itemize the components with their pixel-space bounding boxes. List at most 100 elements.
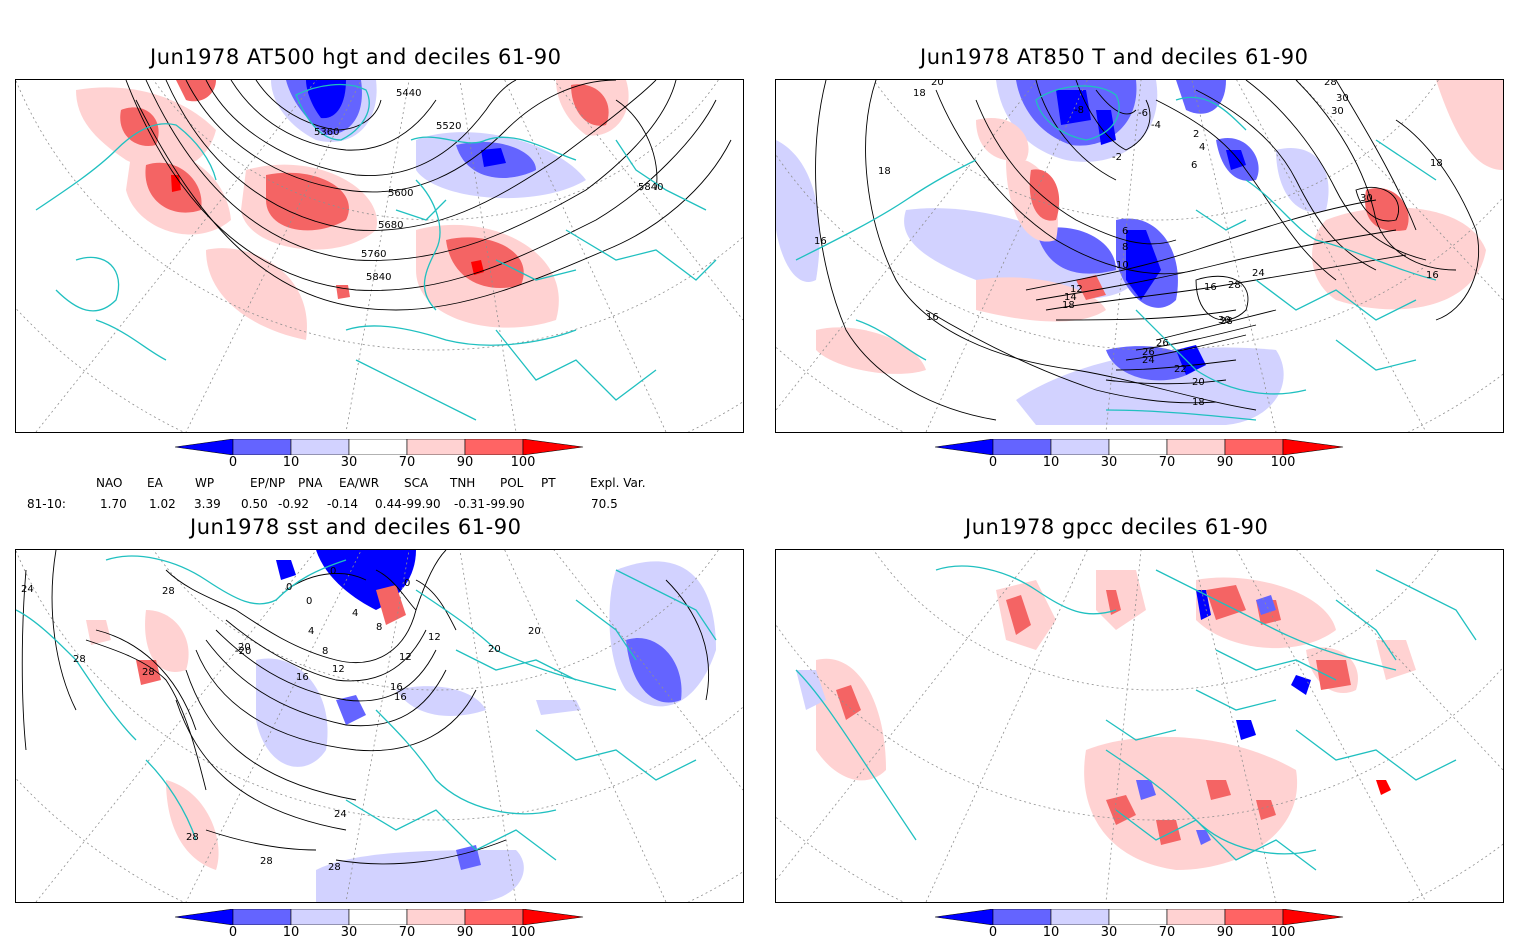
contour-label: 4 [308, 626, 314, 637]
contour-label: 28 [162, 586, 175, 597]
colorbar-tick: 10 [1042, 455, 1060, 470]
contour-label: 20 [1192, 377, 1205, 388]
contour-label: 0 [404, 578, 410, 589]
colorbar-tick: 90 [1216, 455, 1234, 470]
contour-label: 28 [1324, 80, 1337, 88]
contour-label: 24 [1252, 268, 1265, 279]
contour-label: 20 [528, 626, 541, 637]
index-value: 3.39 [194, 497, 221, 511]
contour-label: 18 [878, 166, 891, 177]
contour-label: 5840 [638, 182, 663, 193]
contour-label: 6 [1191, 160, 1197, 171]
colorbar-swatches [175, 909, 584, 925]
colorbar-swatches [175, 439, 584, 455]
colorbar-tick: 100 [510, 925, 536, 940]
index-name: POL [500, 476, 524, 490]
contour-label: 18 [1062, 300, 1075, 311]
contour-label: 4 [1199, 142, 1205, 153]
colorbar-tick: 30 [340, 455, 358, 470]
index-name: PNA [298, 476, 323, 490]
index-value: 70.5 [591, 497, 618, 511]
contour-label: 26 [1156, 338, 1169, 349]
index-value: -99.90 [486, 497, 525, 511]
colorbar-tick: 100 [1270, 925, 1296, 940]
colorbar-tick: 70 [398, 925, 416, 940]
index-name: WP [195, 476, 215, 490]
colorbar-tick: 0 [228, 455, 238, 470]
contour-label: -8 [1074, 105, 1084, 116]
colorbar-swatches [935, 909, 1344, 925]
contour-label: 8 [322, 646, 328, 657]
contour-label: 16 [296, 672, 309, 683]
contour-label: 30 [1360, 193, 1373, 204]
contour-label: 16 [926, 312, 939, 323]
contour-label: -6 [1138, 108, 1148, 119]
contour-label: 30 [1336, 93, 1349, 104]
colorbar-tick: 90 [1216, 925, 1234, 940]
contour-label: 12 [399, 652, 412, 663]
index-value: 1.02 [149, 497, 176, 511]
contour-label: 12 [1070, 284, 1083, 295]
index-value: -99.90 [402, 497, 441, 511]
contour-label: 0 [286, 582, 292, 593]
map-panel-sst: 24 28 28 28 0 0 0 0 4 4 8 8 12 12 16 16 … [15, 549, 744, 903]
contour-label: 0 [306, 596, 312, 607]
index-row-label: 81-10: [27, 497, 66, 511]
contour-label: 5520 [436, 121, 461, 132]
contour-label: 12 [428, 632, 441, 643]
contour-label: 24 [1142, 355, 1155, 366]
index-name: TNH [450, 476, 476, 490]
contour-label: 16 [1426, 270, 1439, 281]
map-panel-at850: 20 18 -8 -6 -4 -2 2 4 6 18 16 16 6 8 10 … [775, 79, 1504, 433]
contour-label: 18 [1430, 158, 1443, 169]
contour-label: -2 [1112, 152, 1122, 163]
contour-label: 20 [931, 80, 944, 88]
contour-label: 5840 [366, 272, 391, 283]
contour-label: 10 [1116, 260, 1129, 271]
index-value: -0.14 [327, 497, 359, 511]
index-name: PT [541, 476, 556, 490]
index-value: -0.31 [454, 497, 486, 511]
contour-label: 5360 [314, 127, 339, 138]
colorbar-tick: 0 [228, 925, 238, 940]
contour-label: 26 [1142, 347, 1155, 358]
contour-label: 28 [328, 862, 341, 873]
contour-label: 16 [394, 692, 407, 703]
contour-label: 24 [334, 809, 347, 820]
index-value: -0.92 [278, 497, 310, 511]
colorbar-tick: 10 [282, 925, 300, 940]
contour-label: -20 [235, 646, 251, 657]
contour-label: 5600 [388, 188, 413, 199]
contour-label: 20 [488, 644, 501, 655]
map-panel-at500: 5440 5360 5520 5600 5680 5760 5840 5840 [15, 79, 744, 433]
colorbar-tick: 10 [1042, 925, 1060, 940]
contour-label: 16 [814, 236, 827, 247]
contour-label: 18 [1192, 397, 1205, 408]
contour-label: 28 [186, 832, 199, 843]
index-value: 0.44 [375, 497, 402, 511]
index-name: EA/WR [339, 476, 380, 490]
index-value: 0.50 [241, 497, 268, 511]
contour-label: 28 [1228, 280, 1241, 291]
contour-label: 16 [1204, 282, 1217, 293]
index-value: 1.70 [100, 497, 127, 511]
map-at850: 20 18 -8 -6 -4 -2 2 4 6 18 16 16 6 8 10 … [776, 80, 1503, 432]
colorbar-tick: 30 [1100, 455, 1118, 470]
colorbar-bottom-right: 0 10 30 70 90 100 [935, 909, 1375, 943]
colorbar-tick: 70 [1158, 455, 1176, 470]
panel-title-at500: Jun1978 AT500 hgt and deciles 61-90 [150, 45, 562, 69]
contour-label: 12 [332, 664, 345, 675]
colorbar-bottom-left: 0 10 30 70 90 100 [175, 909, 615, 943]
contour-label: 6 [1122, 226, 1128, 237]
index-name: Expl. Var. [590, 476, 646, 490]
colorbar-tick: 100 [510, 455, 536, 470]
colorbar-top-right: 0 10 30 70 90 100 [935, 439, 1375, 473]
contour-label: 14 [1064, 292, 1077, 303]
colorbar-tick: 90 [456, 455, 474, 470]
colorbar-tick: 70 [398, 455, 416, 470]
contour-label: 30 [1331, 106, 1344, 117]
contour-label: 5680 [378, 220, 403, 231]
contour-label: 20 [238, 642, 251, 653]
contour-label: 8 [376, 622, 382, 633]
panel-title-at850: Jun1978 AT850 T and deciles 61-90 [920, 45, 1309, 69]
